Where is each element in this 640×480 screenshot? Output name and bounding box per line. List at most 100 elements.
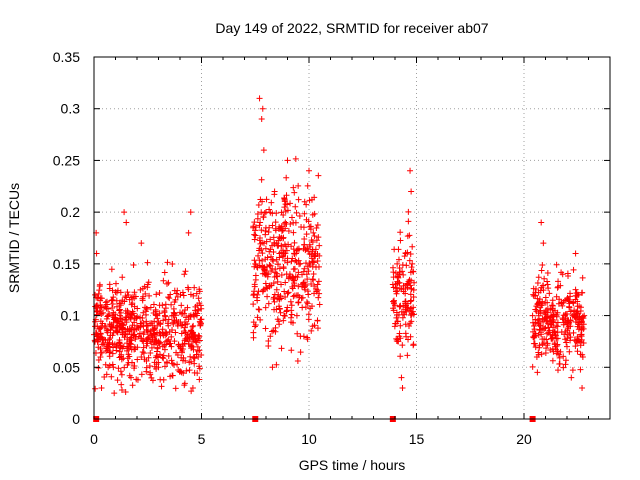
data-point	[186, 334, 193, 341]
data-point	[174, 361, 181, 368]
data-point	[270, 234, 277, 241]
data-point	[544, 299, 551, 306]
data-point	[283, 271, 290, 278]
data-point	[196, 337, 203, 344]
data-point	[314, 222, 321, 229]
data-point	[535, 274, 542, 281]
data-point	[281, 313, 288, 320]
data-point	[532, 292, 539, 299]
data-point	[400, 282, 407, 289]
data-point	[291, 239, 298, 246]
data-point	[401, 253, 408, 260]
data-point	[533, 303, 540, 310]
data-point	[119, 324, 126, 331]
data-point	[542, 325, 549, 332]
data-point	[260, 266, 267, 273]
data-point	[290, 229, 297, 236]
data-point	[567, 308, 574, 315]
data-point	[314, 325, 321, 332]
data-point	[160, 317, 167, 324]
data-point	[105, 305, 112, 312]
data-point	[544, 278, 551, 285]
data-point	[391, 297, 398, 304]
data-point	[407, 298, 414, 305]
data-point	[556, 354, 563, 361]
data-point	[394, 287, 401, 294]
data-point	[294, 330, 301, 337]
data-point	[262, 227, 269, 234]
data-point	[549, 297, 556, 304]
data-point	[312, 253, 319, 260]
data-point	[315, 234, 322, 241]
data-point	[149, 377, 156, 384]
data-point	[150, 301, 157, 308]
data-point	[577, 366, 584, 373]
data-point	[126, 296, 133, 303]
data-point	[149, 336, 156, 343]
data-point	[306, 197, 313, 204]
data-point	[178, 345, 185, 352]
data-point	[262, 280, 269, 287]
data-point	[288, 311, 295, 318]
data-point	[406, 307, 413, 314]
data-point	[276, 233, 283, 240]
data-point	[405, 218, 412, 225]
data-point	[124, 289, 131, 296]
data-point	[304, 300, 311, 307]
data-point	[182, 314, 189, 321]
data-point	[251, 231, 258, 238]
data-point	[271, 291, 278, 298]
data-point	[572, 286, 579, 293]
data-point	[302, 246, 309, 253]
data-point	[577, 342, 584, 349]
data-point	[169, 372, 176, 379]
data-point	[278, 271, 285, 278]
data-point	[311, 232, 318, 239]
data-point	[96, 287, 103, 294]
data-point	[538, 267, 545, 274]
data-point	[98, 384, 105, 391]
data-point	[304, 336, 311, 343]
data-point	[287, 298, 294, 305]
data-point	[251, 219, 258, 226]
data-point	[174, 322, 181, 329]
data-point	[557, 282, 564, 289]
data-point	[281, 196, 288, 203]
data-point	[288, 307, 295, 314]
data-point	[190, 346, 197, 353]
data-point	[166, 295, 173, 302]
data-point	[277, 309, 284, 316]
data-point	[117, 309, 124, 316]
data-point	[187, 291, 194, 298]
data-point	[271, 274, 278, 281]
data-point	[187, 209, 194, 216]
data-point	[119, 321, 126, 328]
data-point	[301, 198, 308, 205]
data-point	[532, 286, 539, 293]
data-point	[161, 269, 168, 276]
data-point	[101, 373, 108, 380]
data-point	[273, 240, 280, 247]
data-point	[118, 371, 125, 378]
data-point	[146, 292, 153, 299]
data-point	[302, 304, 309, 311]
data-point	[559, 271, 566, 278]
data-point	[143, 305, 150, 312]
data-point	[159, 326, 166, 333]
data-point	[548, 302, 555, 309]
data-point	[295, 283, 302, 290]
data-point	[303, 231, 310, 238]
data-point	[125, 309, 132, 316]
data-point	[148, 344, 155, 351]
data-point	[123, 219, 130, 226]
data-point	[315, 294, 322, 301]
data-point	[264, 285, 271, 292]
data-point	[407, 291, 414, 298]
data-point	[534, 279, 541, 286]
data-point	[118, 387, 125, 394]
data-point	[293, 209, 300, 216]
data-point	[161, 312, 168, 319]
data-point	[314, 258, 321, 265]
data-point	[294, 246, 301, 253]
